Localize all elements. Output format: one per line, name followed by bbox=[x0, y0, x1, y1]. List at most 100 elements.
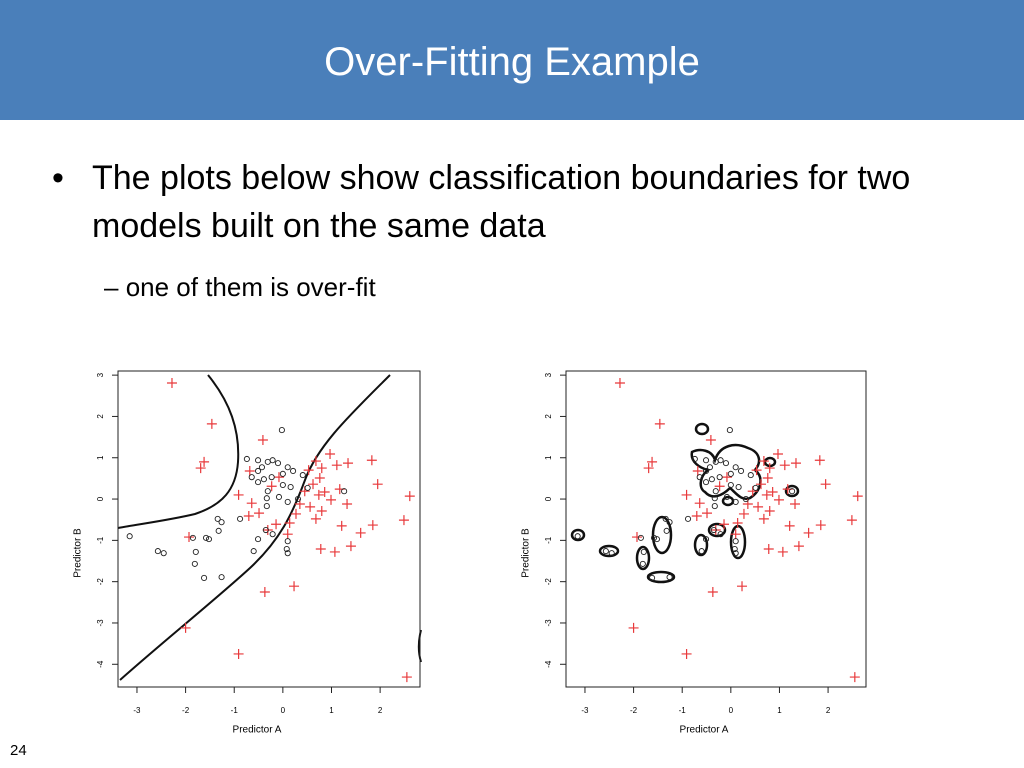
plus-point bbox=[702, 508, 713, 519]
plus-point bbox=[681, 489, 692, 500]
x-tick-label: 2 bbox=[378, 706, 383, 715]
circle-point bbox=[711, 503, 718, 510]
plus-point bbox=[846, 515, 857, 526]
circle-point bbox=[290, 467, 297, 475]
circle-point bbox=[742, 496, 749, 503]
plus-point bbox=[305, 501, 316, 512]
circle-point bbox=[126, 533, 133, 540]
plus-point bbox=[721, 472, 732, 483]
plus-point bbox=[244, 465, 255, 476]
plus-point bbox=[793, 541, 804, 552]
circle-point bbox=[215, 527, 222, 534]
plus-point bbox=[719, 519, 730, 530]
circle-point bbox=[154, 548, 161, 555]
plus-point bbox=[820, 479, 831, 490]
plus-point bbox=[313, 489, 324, 500]
circle-point bbox=[160, 550, 167, 557]
circle-point bbox=[192, 548, 199, 555]
circle-point bbox=[702, 536, 710, 543]
circle-point bbox=[201, 574, 208, 581]
circle-point bbox=[640, 548, 647, 555]
circle-point bbox=[789, 488, 796, 495]
circle-point bbox=[264, 488, 271, 495]
circle-point bbox=[258, 464, 265, 471]
x-tick-label: 1 bbox=[777, 706, 782, 715]
plus-point bbox=[628, 622, 639, 633]
sub-bullet: – one of them is over-fit bbox=[104, 272, 376, 302]
y-tick-label: 3 bbox=[96, 372, 105, 377]
plus-point bbox=[331, 460, 342, 471]
y-tick-label: 0 bbox=[96, 496, 105, 501]
plus-point bbox=[243, 510, 254, 521]
circle-point bbox=[716, 474, 723, 481]
plus-point bbox=[694, 498, 705, 509]
plus-point bbox=[707, 586, 718, 597]
circle-point bbox=[218, 574, 225, 581]
circle-point bbox=[706, 464, 713, 471]
circle-point bbox=[684, 515, 692, 522]
circle-point bbox=[712, 488, 719, 495]
header-bar: Over-Fitting Example bbox=[0, 0, 1024, 120]
circle-point bbox=[663, 527, 670, 534]
circle-point bbox=[279, 481, 286, 489]
plus-point bbox=[767, 487, 778, 498]
plus-point bbox=[784, 520, 795, 531]
circle-point bbox=[243, 455, 250, 463]
plus-point bbox=[233, 648, 244, 659]
plus-point bbox=[849, 672, 860, 683]
circle-point bbox=[732, 550, 739, 557]
plus-point bbox=[184, 532, 195, 543]
plus-point bbox=[343, 458, 354, 469]
plus-point bbox=[764, 506, 775, 517]
plus-point bbox=[643, 463, 654, 474]
circle-point bbox=[637, 534, 644, 541]
y-tick-label: 0 bbox=[544, 496, 553, 501]
plus-point bbox=[779, 460, 790, 471]
plus-point bbox=[289, 581, 300, 592]
boundary-blob bbox=[598, 544, 620, 558]
boundary-blob bbox=[651, 515, 673, 555]
plus-point bbox=[401, 672, 412, 683]
circle-point bbox=[260, 476, 267, 483]
plus-point bbox=[206, 418, 217, 429]
circle-point bbox=[726, 427, 733, 434]
slide-title: Over-Fitting Example bbox=[324, 40, 700, 84]
circle-point bbox=[287, 484, 294, 491]
plus-point bbox=[654, 418, 665, 429]
circle-point bbox=[205, 536, 212, 543]
circle-point bbox=[650, 534, 658, 541]
circle-point bbox=[248, 474, 255, 481]
circle-point bbox=[602, 548, 609, 555]
plus-point bbox=[246, 498, 257, 509]
plus-point bbox=[758, 456, 769, 467]
circle-point bbox=[639, 560, 646, 567]
sub-bullet-text: one of them is over-fit bbox=[125, 272, 376, 302]
plus-point bbox=[631, 532, 642, 543]
plus-point bbox=[282, 529, 293, 540]
circle-point bbox=[666, 519, 673, 526]
circle-point bbox=[262, 526, 269, 534]
plot-frame bbox=[565, 370, 867, 688]
plus-point bbox=[314, 472, 325, 483]
plus-point bbox=[763, 544, 774, 555]
boundary-blob bbox=[784, 484, 800, 498]
plus-point bbox=[691, 510, 702, 521]
plot-frame bbox=[117, 370, 421, 688]
plus-point bbox=[284, 518, 295, 529]
plus-point bbox=[773, 494, 784, 505]
y-tick-label: -4 bbox=[96, 660, 105, 668]
plus-point bbox=[325, 449, 336, 460]
circle-point bbox=[698, 548, 705, 555]
circle-point bbox=[723, 493, 730, 501]
circle-point bbox=[250, 548, 257, 555]
plus-point bbox=[266, 481, 277, 492]
plus-point bbox=[732, 518, 743, 529]
x-tick-label: 0 bbox=[281, 706, 286, 715]
plus-point bbox=[273, 472, 284, 483]
x-tick-label: -2 bbox=[182, 706, 190, 715]
y-tick-label: 3 bbox=[544, 372, 553, 377]
plus-point bbox=[398, 515, 409, 526]
circle-point bbox=[284, 538, 291, 545]
